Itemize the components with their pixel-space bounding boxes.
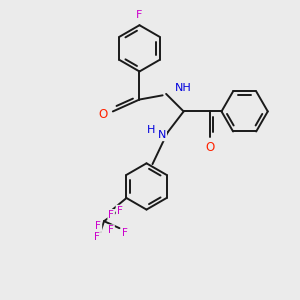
Text: O: O <box>205 141 214 154</box>
Text: F: F <box>136 11 143 20</box>
Text: N: N <box>158 130 166 140</box>
Text: F: F <box>95 221 101 231</box>
Text: F: F <box>108 225 114 235</box>
Text: F: F <box>122 228 128 238</box>
Text: F: F <box>116 206 122 216</box>
Text: F: F <box>94 232 100 242</box>
Text: H: H <box>146 125 155 135</box>
Text: O: O <box>98 108 108 121</box>
Text: NH: NH <box>175 83 192 93</box>
Text: F: F <box>108 210 114 220</box>
